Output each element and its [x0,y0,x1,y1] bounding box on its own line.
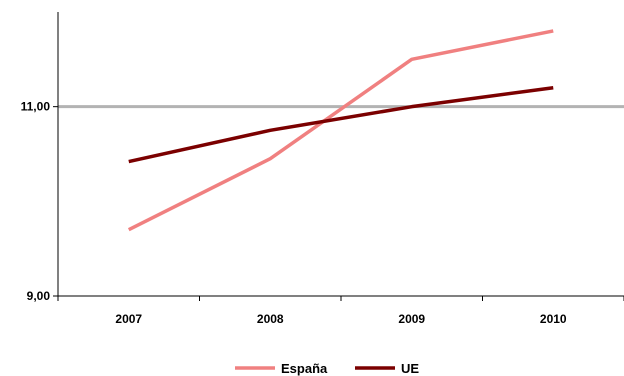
legend-label: España [281,361,328,376]
x-tick-label: 2009 [398,312,425,326]
axes [57,12,624,297]
x-ticks: 2007 2008 2009 2010 [57,296,624,326]
series-lines [127,29,554,232]
series-line-ue [128,85,554,164]
x-tick-label: 2008 [257,312,284,326]
series-line-espana [127,29,554,232]
y-tick-label: 11,00 [21,100,51,114]
legend: España UE [235,361,419,376]
y-ticks: 9,00 11,00 [21,100,58,303]
legend-label: UE [401,361,419,376]
x-tick-label: 2010 [540,312,567,326]
y-tick-label: 9,00 [27,289,51,303]
x-tick-label: 2007 [115,312,142,326]
